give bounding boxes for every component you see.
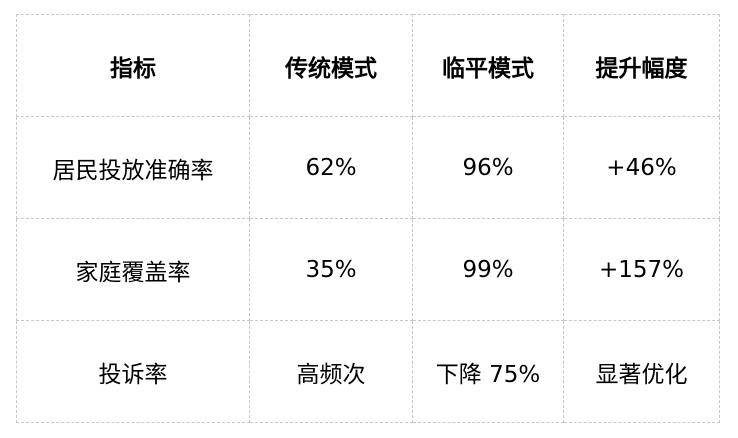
header-cell-indicator: 指标 [16,14,250,117]
table-cell: 35% [249,218,413,321]
table-cell: +157% [563,218,720,321]
table-row: 投诉率 高频次 下降 75% 显著优化 [16,320,720,423]
table-cell: 居民投放准确率 [16,116,250,219]
table-cell: 62% [249,116,413,219]
header-cell-traditional: 传统模式 [249,14,413,117]
table-cell: +46% [563,116,720,219]
table-row: 居民投放准确率 62% 96% +46% [16,116,720,219]
table-cell: 高频次 [249,320,413,423]
header-cell-improvement: 提升幅度 [563,14,720,117]
table-cell: 下降 75% [412,320,564,423]
table-cell: 显著优化 [563,320,720,423]
table-cell: 投诉率 [16,320,250,423]
table-row: 家庭覆盖率 35% 99% +157% [16,218,720,321]
table-cell: 96% [412,116,564,219]
header-row: 指标 传统模式 临平模式 提升幅度 [16,14,720,117]
comparison-table: 指标 传统模式 临平模式 提升幅度 居民投放准确率 62% 96% +46% 家… [16,14,720,423]
table-cell: 99% [412,218,564,321]
table-cell: 家庭覆盖率 [16,218,250,321]
header-cell-linping: 临平模式 [412,14,564,117]
